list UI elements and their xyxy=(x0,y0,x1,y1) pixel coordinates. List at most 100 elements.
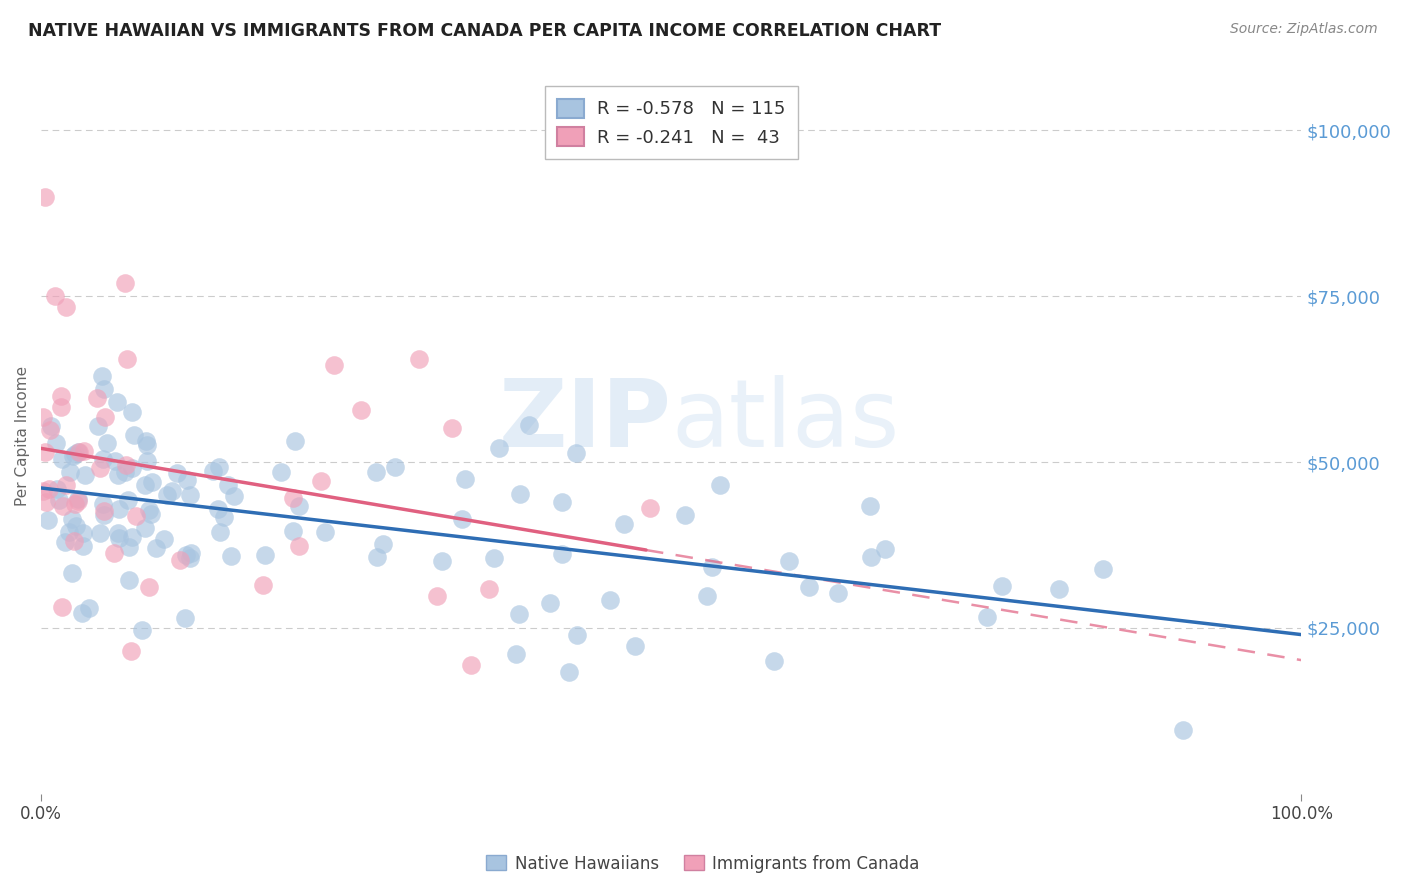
Point xyxy=(138,503,160,517)
Point xyxy=(284,434,307,448)
Point xyxy=(48,493,70,508)
Point xyxy=(135,438,157,452)
Point xyxy=(208,460,231,475)
Point xyxy=(86,419,108,434)
Point xyxy=(39,423,62,437)
Point xyxy=(121,530,143,544)
Point xyxy=(38,482,60,496)
Point xyxy=(778,554,800,568)
Point xyxy=(488,441,510,455)
Point xyxy=(567,628,589,642)
Point xyxy=(115,352,138,367)
Point xyxy=(63,497,86,511)
Point xyxy=(136,453,159,467)
Point xyxy=(90,368,112,383)
Point xyxy=(440,421,463,435)
Legend: R = -0.578   N = 115, R = -0.241   N =  43: R = -0.578 N = 115, R = -0.241 N = 43 xyxy=(544,87,797,160)
Point xyxy=(180,546,202,560)
Point xyxy=(79,600,101,615)
Point xyxy=(314,524,336,539)
Point xyxy=(134,521,156,535)
Point xyxy=(224,489,246,503)
Point xyxy=(75,468,97,483)
Point xyxy=(709,477,731,491)
Point xyxy=(859,549,882,564)
Point xyxy=(93,498,115,512)
Point xyxy=(125,509,148,524)
Point xyxy=(105,395,128,409)
Point xyxy=(35,495,58,509)
Point xyxy=(599,593,621,607)
Point xyxy=(384,460,406,475)
Point xyxy=(121,405,143,419)
Point xyxy=(217,478,239,492)
Point xyxy=(762,654,785,668)
Point xyxy=(124,428,146,442)
Point xyxy=(37,513,59,527)
Point xyxy=(253,548,276,562)
Point xyxy=(65,518,87,533)
Point xyxy=(49,400,72,414)
Point xyxy=(134,478,156,492)
Point xyxy=(176,548,198,562)
Point xyxy=(564,446,586,460)
Point xyxy=(350,403,373,417)
Point xyxy=(72,525,94,540)
Point xyxy=(32,410,55,425)
Point xyxy=(44,289,66,303)
Point xyxy=(212,510,235,524)
Point xyxy=(873,541,896,556)
Point xyxy=(131,624,153,638)
Point xyxy=(118,573,141,587)
Point xyxy=(153,533,176,547)
Point xyxy=(52,499,75,513)
Point xyxy=(827,586,849,600)
Point xyxy=(797,580,820,594)
Point xyxy=(696,589,718,603)
Point xyxy=(517,417,540,432)
Point xyxy=(67,493,90,508)
Point xyxy=(93,451,115,466)
Point xyxy=(120,644,142,658)
Point xyxy=(550,547,572,561)
Point xyxy=(114,276,136,290)
Point xyxy=(89,461,111,475)
Point xyxy=(176,473,198,487)
Point xyxy=(72,606,94,620)
Point xyxy=(322,358,344,372)
Point xyxy=(41,419,63,434)
Point xyxy=(51,451,73,466)
Point xyxy=(69,444,91,458)
Point xyxy=(32,484,55,499)
Point xyxy=(55,301,77,315)
Point xyxy=(169,553,191,567)
Point xyxy=(141,475,163,489)
Point xyxy=(166,466,188,480)
Point xyxy=(107,502,129,516)
Point xyxy=(104,454,127,468)
Point xyxy=(859,499,882,513)
Point xyxy=(1171,723,1194,737)
Point xyxy=(219,549,242,564)
Point xyxy=(160,483,183,498)
Point xyxy=(53,534,76,549)
Point xyxy=(482,551,505,566)
Point xyxy=(66,445,89,459)
Point xyxy=(141,507,163,521)
Point xyxy=(551,495,574,509)
Point xyxy=(107,525,129,540)
Point xyxy=(430,554,453,568)
Point xyxy=(366,549,388,564)
Point xyxy=(1091,562,1114,576)
Point xyxy=(505,647,527,661)
Point xyxy=(51,599,73,614)
Y-axis label: Per Capita Income: Per Capita Income xyxy=(15,366,30,506)
Point xyxy=(86,392,108,406)
Point xyxy=(118,540,141,554)
Point xyxy=(179,488,201,502)
Point xyxy=(114,465,136,479)
Point xyxy=(145,541,167,556)
Point xyxy=(179,550,201,565)
Point xyxy=(93,508,115,522)
Point xyxy=(453,472,475,486)
